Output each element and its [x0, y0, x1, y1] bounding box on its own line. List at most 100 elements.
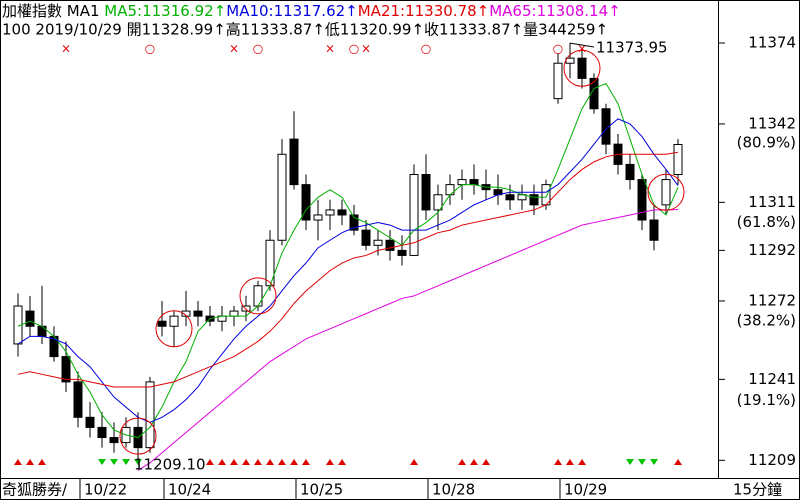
ma-line [17, 82, 679, 439]
y-tick-label: 11241 [748, 370, 796, 388]
buy-signal [254, 459, 262, 465]
candle-body [313, 214, 323, 221]
candle-body [505, 194, 515, 201]
buy-signal [38, 459, 46, 465]
candle-body [445, 184, 455, 196]
buy-signal [410, 459, 418, 465]
signal-symbol: ○ [421, 42, 431, 56]
signal-symbol: ○ [253, 42, 263, 56]
y-tick-label: 11374 [748, 33, 796, 51]
fib-label: (38.2%) [737, 311, 796, 329]
candle-body [253, 285, 263, 307]
sell-signal [626, 459, 634, 465]
buy-signal [566, 459, 574, 465]
candle-body [409, 174, 419, 256]
signal-symbol: ○ [349, 42, 359, 56]
highlight-circle [563, 49, 601, 87]
ma-line [137, 209, 679, 471]
annotation: 11209.10 [134, 456, 206, 474]
candle-body [157, 320, 167, 327]
candle-body [457, 179, 467, 186]
candle-body [337, 209, 347, 216]
y-tick-label: 11209 [748, 451, 796, 469]
buy-signal [206, 459, 214, 465]
buy-signal [482, 459, 490, 465]
candle-body [73, 381, 83, 418]
fib-label: (80.9%) [737, 133, 796, 151]
buy-signal [218, 459, 226, 465]
candle-body [637, 179, 647, 221]
candle-body [421, 174, 431, 211]
signal-symbol: × [361, 42, 371, 56]
signal-symbol: ○ [553, 42, 563, 56]
candle-body [577, 57, 587, 79]
signal-symbol: × [577, 42, 587, 56]
candle-body [325, 209, 335, 216]
highlight-circle [119, 417, 157, 455]
y-tick-label: 11311 [748, 193, 796, 211]
buy-signal [278, 459, 286, 465]
candle-body [61, 356, 71, 383]
candle-body [349, 214, 359, 231]
candle-body [469, 179, 479, 186]
x-tick-label: 10/28 [432, 481, 475, 499]
plot-frame [0, 0, 719, 479]
candle-body [661, 179, 671, 206]
brand: 奇狐勝券/ [2, 481, 68, 499]
signal-symbol: ○ [145, 42, 155, 56]
sell-signal [98, 459, 106, 465]
candle-body [601, 108, 611, 145]
ma-line [17, 151, 679, 388]
candle-body [361, 229, 371, 246]
annotation: 11373.95 [596, 39, 668, 57]
candle-body [673, 143, 683, 176]
y-tick-label: 11272 [748, 291, 796, 309]
header-segment: MA10:11317.62↑ [226, 2, 357, 20]
sell-signal [122, 459, 130, 465]
candle-body [109, 437, 119, 444]
candle-body [37, 325, 47, 337]
buy-signal [26, 459, 34, 465]
buy-signal [326, 459, 334, 465]
signal-symbol: × [61, 42, 71, 56]
candle-body [97, 426, 107, 439]
candle-body [529, 194, 539, 206]
candle-body [385, 239, 395, 251]
sell-signal [134, 459, 142, 465]
x-tick-label: 10/22 [84, 481, 127, 499]
y-tick-label: 11342 [748, 114, 796, 132]
candle-body [229, 310, 239, 317]
buy-signal [302, 459, 310, 465]
buy-signal [338, 459, 346, 465]
buy-signal [266, 459, 274, 465]
sell-signal [638, 459, 646, 465]
candle-body [289, 138, 299, 186]
buy-signal [578, 459, 586, 465]
candle-body [397, 249, 407, 256]
highlight-circle [647, 173, 685, 211]
candle-body [373, 239, 383, 246]
candle-body [553, 62, 563, 100]
buy-signal [554, 459, 562, 465]
x-tick-label: 10/25 [300, 481, 343, 499]
candle-body [85, 416, 95, 428]
candle-body [625, 163, 635, 181]
buy-signal [674, 459, 682, 465]
candle-body [181, 310, 191, 317]
header-segment: 加權指數 MA1 [2, 2, 104, 20]
fib-label: (19.1%) [737, 391, 796, 409]
fib-label: (61.8%) [737, 213, 796, 231]
buy-signal [470, 459, 478, 465]
x-tick-label: 10/24 [168, 481, 211, 499]
signal-symbol: × [325, 42, 335, 56]
header-segment: MA65:11308.14↑ [489, 2, 620, 20]
header-line2: 100 2019/10/29 開11328.99↑高11333.87↑低1132… [2, 21, 608, 39]
candle-body [241, 305, 251, 312]
buy-signal [14, 459, 22, 465]
candle-body [589, 77, 599, 110]
buy-signal [230, 459, 238, 465]
period: 15分鐘 [733, 481, 782, 499]
header-segment: MA5:11316.92↑ [104, 2, 226, 20]
